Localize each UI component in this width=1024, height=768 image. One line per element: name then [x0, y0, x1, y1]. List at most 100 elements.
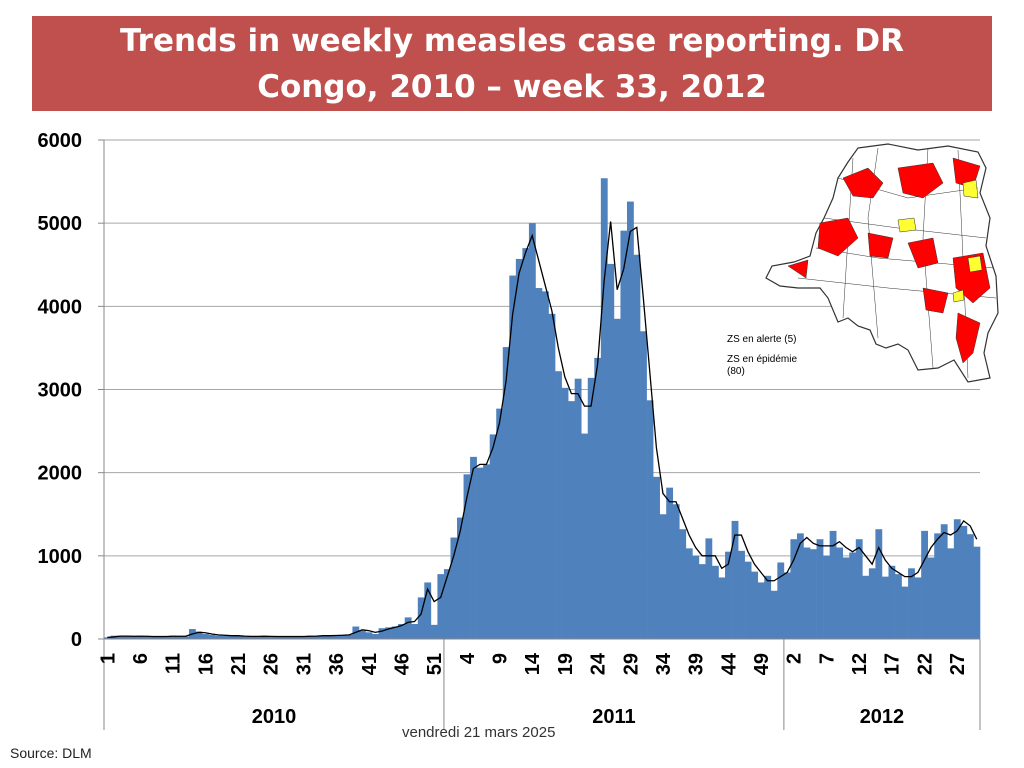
bar: [823, 555, 830, 639]
x-tick-label: 14: [522, 652, 544, 675]
bar: [332, 635, 340, 639]
bar: [868, 568, 876, 639]
bar: [123, 636, 131, 639]
legend-epidemic: ZS en épidémie (80): [727, 354, 797, 378]
bar: [881, 576, 889, 639]
bar: [692, 555, 700, 639]
x-tick-label: 21: [228, 653, 250, 675]
bar: [391, 626, 399, 639]
x-tick-label: 22: [914, 653, 936, 675]
bar: [437, 574, 445, 639]
bar: [528, 223, 536, 639]
x-tick-label: 27: [947, 653, 969, 675]
bar: [476, 467, 484, 639]
y-tick-label: 5000: [38, 213, 83, 235]
bar: [620, 230, 628, 639]
bar: [934, 533, 942, 639]
legend-alert: ZS en alerte (5): [727, 334, 797, 345]
bar: [280, 636, 288, 639]
bar: [757, 582, 765, 639]
bar: [783, 572, 791, 639]
bar: [182, 636, 190, 639]
bar: [372, 634, 379, 639]
bar: [810, 549, 817, 639]
bar: [927, 557, 935, 639]
bar: [548, 313, 556, 639]
x-tick-label: 51: [424, 653, 446, 675]
bar: [522, 248, 530, 639]
bar: [953, 519, 961, 639]
bar: [117, 635, 124, 639]
y-tick-label: 1000: [38, 546, 83, 568]
bar: [842, 557, 850, 639]
bar: [136, 635, 144, 639]
bar: [215, 635, 222, 639]
bar: [247, 636, 255, 639]
bar: [162, 636, 170, 639]
bar: [600, 178, 608, 640]
bar: [195, 631, 203, 639]
bar: [273, 636, 281, 639]
bar: [816, 539, 824, 639]
bar: [895, 574, 902, 639]
bar: [241, 636, 249, 639]
bar: [339, 634, 347, 639]
bar: [378, 628, 386, 639]
bar: [568, 401, 575, 639]
bar: [587, 377, 595, 639]
bar: [515, 258, 523, 639]
bar: [457, 517, 464, 639]
x-tick-label: 16: [195, 653, 217, 675]
bar: [443, 569, 451, 639]
year-labels: 2010 2011 2012: [252, 706, 904, 728]
x-tick-label: 34: [653, 652, 675, 675]
bar: [509, 275, 517, 639]
bar: [633, 254, 641, 639]
bar: [659, 514, 667, 639]
bar: [424, 582, 432, 639]
bar: [705, 538, 713, 639]
bar: [430, 624, 438, 639]
y-tick-label: 2000: [38, 463, 83, 485]
bar: [888, 565, 896, 639]
bar: [535, 288, 543, 639]
bar: [666, 487, 674, 639]
x-tick-label: 24: [588, 652, 610, 675]
bar: [751, 571, 759, 639]
bar: [208, 634, 216, 639]
bar: [228, 635, 236, 639]
bar: [326, 635, 334, 639]
drc-map-outline: [765, 143, 999, 383]
bar: [104, 637, 111, 639]
bar: [790, 539, 798, 639]
bar: [875, 529, 883, 639]
x-tick-labels: 1 6 11 16 21 26 31 36 41 46 51 4 9 14 19 24 29 34 39 44 49 2 7…: [97, 652, 969, 675]
bar: [731, 520, 739, 639]
bar: [234, 635, 242, 639]
map-alert-zones: [897, 179, 983, 303]
x-tick-label: 31: [293, 653, 315, 675]
x-tick-label: 46: [391, 653, 413, 675]
bar: [679, 529, 687, 639]
bar: [581, 433, 589, 639]
bar: [169, 635, 177, 639]
bar: [901, 586, 909, 639]
bar: [711, 565, 719, 639]
bar: [143, 636, 151, 639]
bar: [300, 636, 307, 639]
bar: [770, 590, 778, 639]
x-tick-label: 17: [882, 653, 904, 675]
bar: [555, 371, 562, 639]
bar: [365, 632, 373, 639]
bar: [398, 624, 406, 639]
y-tick-label: 4000: [38, 296, 83, 318]
y-tick-label: 0: [71, 629, 82, 651]
bar: [156, 636, 164, 639]
bar: [287, 636, 294, 639]
bar: [496, 408, 504, 639]
x-tick-label: 19: [555, 653, 577, 675]
x-tick-label: 49: [751, 653, 773, 675]
bar: [130, 636, 137, 639]
bar: [973, 546, 981, 639]
